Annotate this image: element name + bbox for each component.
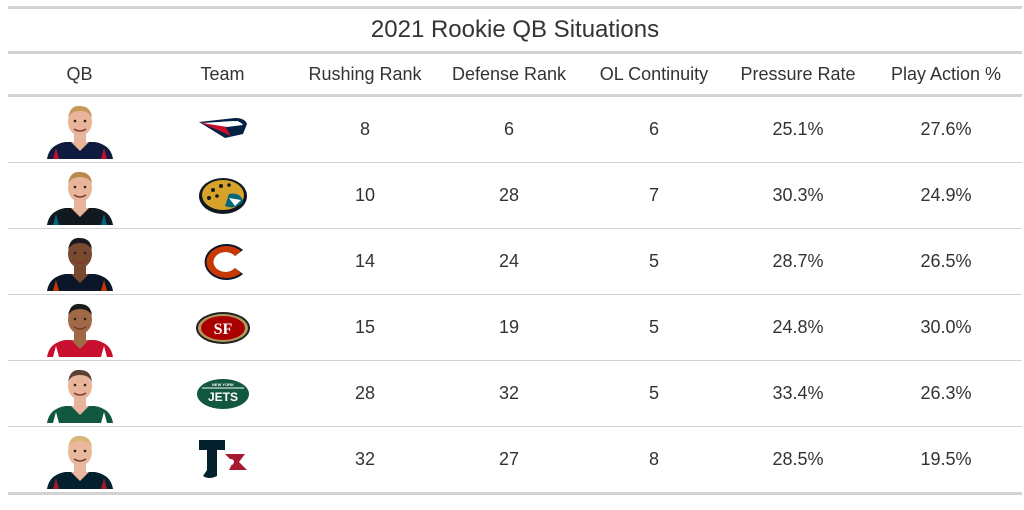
texans-logo-icon [198, 439, 247, 478]
bears-logo-icon [204, 243, 243, 280]
ol-continuity-cell: 7 [582, 162, 726, 229]
team-cell [151, 95, 294, 163]
title-divider [8, 51, 1022, 54]
qb-cell [8, 228, 151, 295]
table-row: NEW YORK JETS 28 32 5 33.4% 26.3% [8, 360, 1022, 427]
qb-cell [8, 95, 151, 163]
rushing-rank-cell: 15 [294, 294, 436, 361]
pressure-rate-cell: 25.1% [726, 95, 870, 163]
qb-headshot-icon [46, 435, 113, 489]
defense-rank-cell: 27 [436, 426, 582, 495]
ol-continuity-cell: 5 [582, 294, 726, 361]
rushing-rank-cell: 32 [294, 426, 436, 495]
qb-cell [8, 294, 151, 361]
rushing-rank-cell: 8 [294, 95, 436, 163]
defense-rank-cell: 6 [436, 95, 582, 163]
qb-cell [8, 162, 151, 229]
ol-continuity-cell: 8 [582, 426, 726, 495]
49ers-logo-icon: SF [195, 311, 250, 344]
table-row: 10 28 7 30.3% 24.9% [8, 162, 1022, 229]
patriots-logo-icon [198, 117, 247, 138]
pressure-rate-cell: 24.8% [726, 294, 870, 361]
pressure-rate-cell: 33.4% [726, 360, 870, 427]
play-action-cell: 26.5% [870, 228, 1022, 295]
table-title: 2021 Rookie QB Situations [370, 16, 660, 43]
qb-headshot-icon [46, 171, 113, 225]
svg-text:JETS: JETS [207, 390, 237, 404]
column-header-team: Team [151, 54, 294, 97]
column-header-play-action: Play Action % [870, 54, 1022, 97]
pressure-rate-cell: 28.5% [726, 426, 870, 495]
team-cell: NEW YORK JETS [151, 360, 294, 427]
qb-table: QB Team Rushing Rank Defense Rank OL Con… [8, 54, 1022, 495]
play-action-cell: 26.3% [870, 360, 1022, 427]
rushing-rank-cell: 10 [294, 162, 436, 229]
qb-headshot-icon [46, 369, 113, 423]
svg-text:NEW YORK: NEW YORK [212, 382, 234, 387]
jaguars-logo-icon [198, 177, 247, 214]
team-cell: SF [151, 294, 294, 361]
column-header-pressure-rate: Pressure Rate [726, 54, 870, 97]
qb-cell [8, 426, 151, 495]
rushing-rank-cell: 28 [294, 360, 436, 427]
column-header-rushing-rank: Rushing Rank [294, 54, 436, 97]
svg-text:SF: SF [213, 321, 232, 338]
column-header-qb: QB [8, 54, 151, 97]
ol-continuity-cell: 6 [582, 95, 726, 163]
jets-logo-icon: NEW YORK JETS [196, 378, 249, 409]
pressure-rate-cell: 28.7% [726, 228, 870, 295]
defense-rank-cell: 24 [436, 228, 582, 295]
qb-cell [8, 360, 151, 427]
column-header-ol-continuity: OL Continuity [582, 54, 726, 97]
header-row: QB Team Rushing Rank Defense Rank OL Con… [8, 54, 1022, 97]
table-row: SF 15 19 5 24.8% 30.0% [8, 294, 1022, 361]
ol-continuity-cell: 5 [582, 360, 726, 427]
table-row: 8 6 6 25.1% 27.6% [8, 95, 1022, 163]
play-action-cell: 30.0% [870, 294, 1022, 361]
ol-continuity-cell: 5 [582, 228, 726, 295]
table-row: 32 27 8 28.5% 19.5% [8, 426, 1022, 495]
table-container: 2021 Rookie QB Situations QB Team Rushin… [8, 6, 1022, 495]
play-action-cell: 27.6% [870, 95, 1022, 163]
rushing-rank-cell: 14 [294, 228, 436, 295]
qb-headshot-icon [46, 105, 113, 159]
qb-headshot-icon [46, 237, 113, 291]
pressure-rate-cell: 30.3% [726, 162, 870, 229]
top-divider [8, 6, 1022, 9]
team-cell [151, 426, 294, 495]
play-action-cell: 19.5% [870, 426, 1022, 495]
defense-rank-cell: 19 [436, 294, 582, 361]
qb-headshot-icon [46, 303, 113, 357]
defense-rank-cell: 32 [436, 360, 582, 427]
column-header-defense-rank: Defense Rank [436, 54, 582, 97]
defense-rank-cell: 28 [436, 162, 582, 229]
team-cell [151, 228, 294, 295]
play-action-cell: 24.9% [870, 162, 1022, 229]
team-cell [151, 162, 294, 229]
table-row: 14 24 5 28.7% 26.5% [8, 228, 1022, 295]
